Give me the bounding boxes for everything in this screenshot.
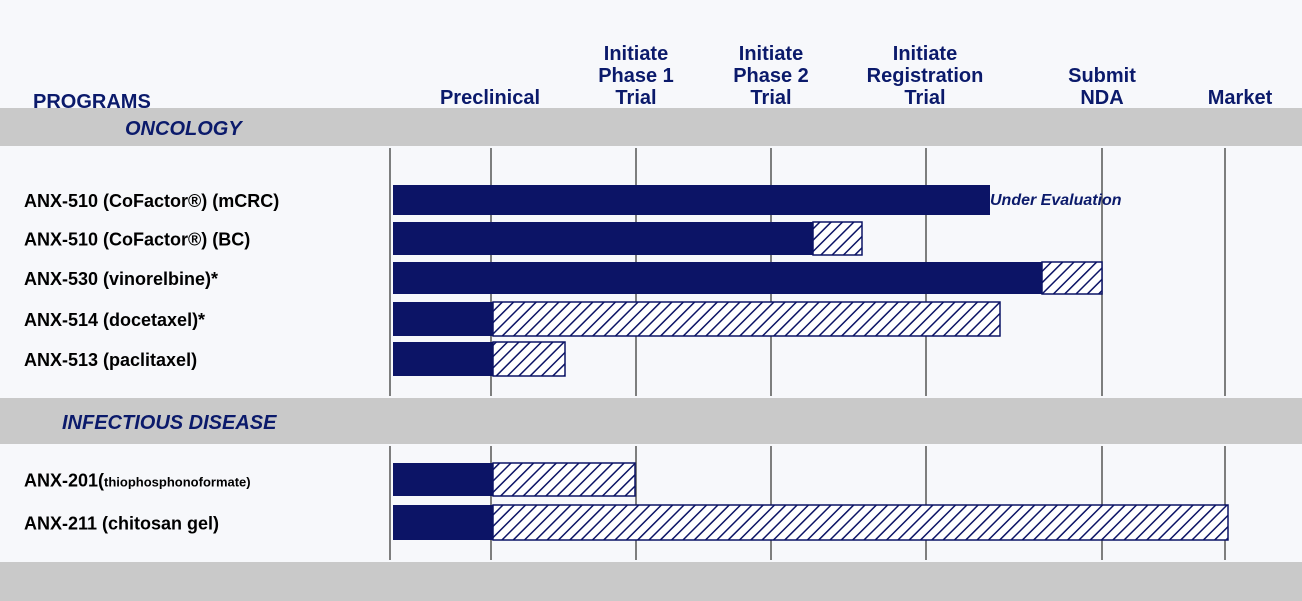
label-text: ANX-510 (CoFactor®) (mCRC)	[24, 191, 279, 211]
progress-bar-planned	[493, 505, 1228, 540]
label-text: ANX-211 (chitosan gel)	[24, 514, 219, 534]
program-label: ANX-211 (chitosan gel)	[24, 514, 219, 534]
column-header: Trial	[904, 87, 945, 109]
progress-bar	[393, 302, 493, 336]
progress-bar-planned	[1042, 262, 1102, 294]
status-note: Under Evaluation	[990, 192, 1122, 209]
progress-bar-planned	[813, 222, 862, 255]
label-small: thiophosphonoformate)	[104, 475, 251, 490]
label-text: ANX-201(	[24, 471, 104, 491]
section-title: ONCOLOGY	[125, 118, 243, 140]
program-label: ANX-510 (CoFactor®) (mCRC)	[24, 191, 279, 211]
column-header: NDA	[1080, 87, 1123, 109]
progress-bar-planned	[493, 302, 1000, 336]
progress-bar	[393, 342, 493, 376]
progress-bar	[393, 505, 493, 540]
progress-bar-planned	[493, 463, 635, 496]
pipeline-chart: PROGRAMSPreclinicalInitiatePhase 1TrialI…	[0, 0, 1302, 601]
program-label: ANX-510 (CoFactor®) (BC)	[24, 230, 250, 250]
column-header: Market	[1208, 87, 1273, 109]
section-title: INFECTIOUS DISEASE	[62, 412, 277, 434]
column-header: Initiate	[739, 43, 803, 65]
progress-bar	[393, 222, 813, 255]
column-header: Initiate	[604, 43, 668, 65]
column-header: Phase 2	[733, 65, 809, 87]
label-text: ANX-514 (docetaxel)*	[24, 310, 205, 330]
label-text: ANX-530 (vinorelbine)*	[24, 269, 218, 289]
footer-band	[0, 562, 1302, 601]
column-header: Preclinical	[440, 87, 540, 109]
column-header: Trial	[615, 87, 656, 109]
column-header: PROGRAMS	[33, 91, 151, 113]
column-header: Trial	[750, 87, 791, 109]
program-label: ANX-514 (docetaxel)*	[24, 310, 205, 330]
progress-bar	[393, 185, 990, 215]
column-header: Initiate	[893, 43, 957, 65]
program-label: ANX-530 (vinorelbine)*	[24, 269, 218, 289]
column-header: Submit	[1068, 65, 1136, 87]
label-text: ANX-510 (CoFactor®) (BC)	[24, 230, 250, 250]
progress-bar	[393, 262, 1042, 294]
label-text: ANX-513 (paclitaxel)	[24, 350, 197, 370]
column-header: Phase 1	[598, 65, 674, 87]
column-header: Registration	[867, 65, 984, 87]
progress-bar-planned	[493, 342, 565, 376]
program-label: ANX-513 (paclitaxel)	[24, 350, 197, 370]
progress-bar	[393, 463, 493, 496]
